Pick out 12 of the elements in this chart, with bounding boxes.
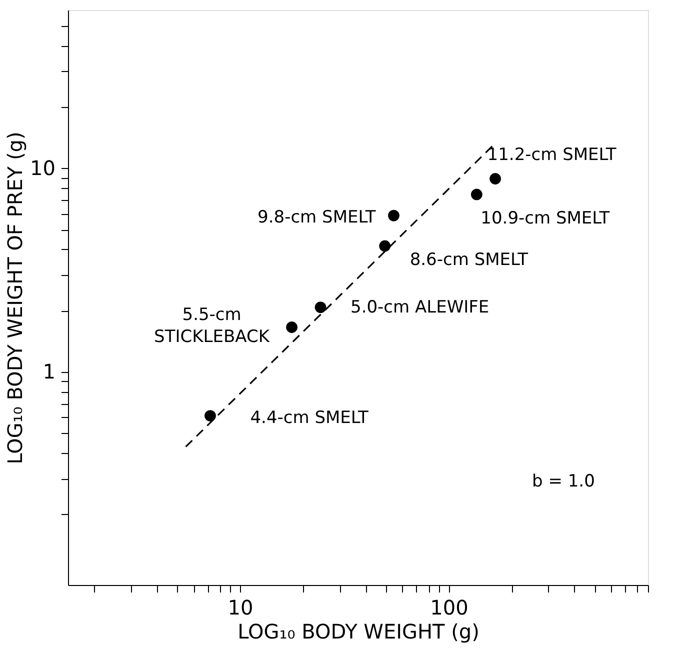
- annotation: b = 1.0: [532, 472, 595, 492]
- annotation: 9.8-cm SMELT: [258, 208, 376, 228]
- annotation: 5.0-cm ALEWIFE: [350, 297, 490, 318]
- y-tick-label: 1: [42, 360, 56, 384]
- x-axis-title: LOG₁₀ BODY WEIGHT (g): [238, 620, 480, 644]
- y-axis-title: LOG₁₀ BODY WEIGHT OF PREY (g): [3, 132, 28, 464]
- annotation: 11.2-cm SMELT: [487, 144, 617, 165]
- annotation: 10.9-cm SMELT: [480, 208, 610, 228]
- annotation: 5.5-cm STICKLEBACK: [154, 305, 270, 348]
- annotation: 4.4-cm SMELT: [250, 408, 370, 428]
- annotation: 8.6-cm SMELT: [410, 250, 529, 270]
- x-tick-label: 100: [430, 596, 468, 620]
